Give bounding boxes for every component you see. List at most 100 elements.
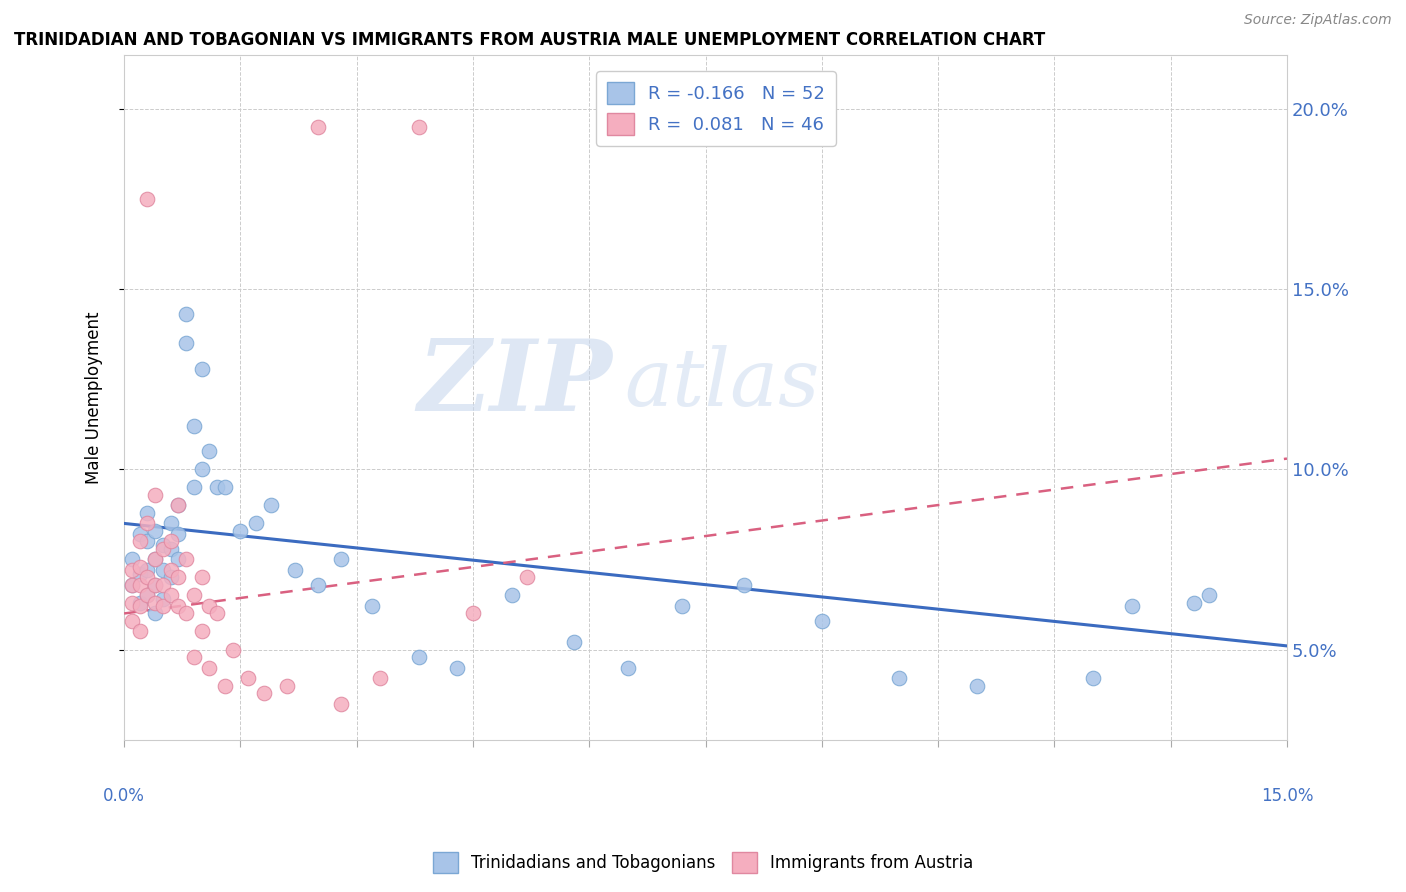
Point (121, 577, 143, 591)
Point (159, 541, 181, 556)
Point (152, 592, 174, 607)
Point (330, 697, 353, 711)
Point (136, 534, 159, 549)
Point (190, 462, 212, 476)
Text: 15.0%: 15.0% (1261, 788, 1313, 805)
Point (167, 499, 190, 513)
Point (198, 444, 221, 458)
Point (143, 552, 166, 566)
Point (966, 679, 988, 693)
Point (152, 541, 174, 556)
Point (190, 570, 212, 584)
Point (136, 516, 159, 531)
Point (408, 649, 430, 664)
Point (159, 563, 181, 577)
Point (889, 671, 911, 685)
Point (214, 679, 236, 693)
Point (617, 660, 640, 674)
Point (190, 624, 212, 639)
Point (136, 570, 159, 584)
Point (152, 599, 174, 614)
Point (562, 635, 585, 649)
Point (330, 552, 353, 566)
Point (368, 671, 391, 685)
Point (229, 524, 252, 538)
Point (214, 480, 236, 494)
Point (260, 499, 283, 513)
Point (143, 524, 166, 538)
Point (1182, 596, 1205, 610)
Point (159, 589, 181, 603)
Point (152, 563, 174, 577)
Point (159, 516, 181, 531)
Point (253, 686, 276, 700)
Point (128, 599, 150, 614)
Point (152, 577, 174, 591)
Point (152, 538, 174, 552)
Point (408, 120, 430, 135)
Point (183, 649, 205, 664)
Point (198, 660, 221, 674)
Point (1081, 671, 1104, 685)
Point (501, 589, 523, 603)
Point (183, 480, 205, 494)
Point (121, 577, 143, 591)
Point (461, 607, 484, 621)
Point (174, 607, 197, 621)
Point (143, 577, 166, 591)
Point (174, 552, 197, 566)
Legend: R = -0.166   N = 52, R =  0.081   N = 46: R = -0.166 N = 52, R = 0.081 N = 46 (596, 71, 837, 145)
Text: 0.0%: 0.0% (103, 788, 145, 805)
Point (361, 599, 384, 614)
Point (1121, 599, 1143, 614)
Point (121, 596, 143, 610)
Point (183, 419, 205, 434)
Point (733, 577, 755, 591)
Point (128, 559, 150, 574)
Point (516, 570, 538, 584)
Point (167, 570, 190, 584)
Point (121, 552, 143, 566)
Point (167, 552, 190, 566)
Point (167, 527, 190, 541)
Point (205, 480, 228, 494)
Point (183, 589, 205, 603)
Point (159, 534, 181, 549)
Point (167, 599, 190, 614)
Point (143, 487, 166, 501)
Point (136, 563, 159, 577)
Point (190, 361, 212, 376)
Legend: Trinidadians and Tobagonians, Immigrants from Austria: Trinidadians and Tobagonians, Immigrants… (426, 846, 980, 880)
Point (307, 120, 329, 135)
Point (205, 607, 228, 621)
Point (136, 589, 159, 603)
Point (136, 192, 159, 206)
Point (128, 577, 150, 591)
Point (128, 624, 150, 639)
Y-axis label: Male Unemployment: Male Unemployment (86, 311, 103, 483)
Point (159, 570, 181, 584)
Point (221, 642, 243, 657)
Text: TRINIDADIAN AND TOBAGONIAN VS IMMIGRANTS FROM AUSTRIA MALE UNEMPLOYMENT CORRELAT: TRINIDADIAN AND TOBAGONIAN VS IMMIGRANTS… (14, 31, 1045, 49)
Point (446, 660, 468, 674)
Point (174, 336, 197, 351)
Point (121, 563, 143, 577)
Point (307, 577, 329, 591)
Point (143, 552, 166, 566)
Point (671, 599, 693, 614)
Point (128, 534, 150, 549)
Text: Source: ZipAtlas.com: Source: ZipAtlas.com (1244, 13, 1392, 28)
Point (198, 599, 221, 614)
Point (276, 679, 298, 693)
Point (128, 527, 150, 541)
Point (143, 577, 166, 591)
Point (811, 614, 834, 628)
Text: ZIP: ZIP (418, 335, 613, 432)
Point (174, 308, 197, 322)
Point (1198, 589, 1220, 603)
Point (136, 506, 159, 520)
Point (245, 516, 267, 531)
Point (143, 596, 166, 610)
Point (167, 499, 190, 513)
Point (143, 607, 166, 621)
